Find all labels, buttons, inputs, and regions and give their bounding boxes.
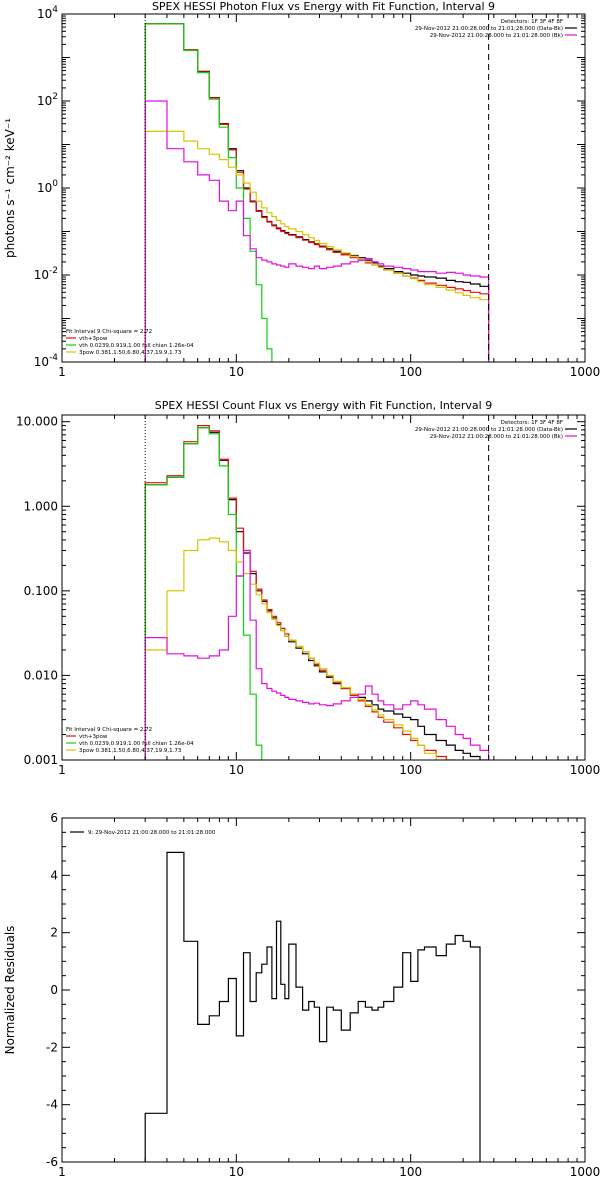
- y-tick-label: 104: [37, 5, 58, 21]
- series-line-0: [144, 851, 481, 1162]
- legend-entry: 29-Nov-2012 21:00:28.000 to 21:01:28.000…: [415, 427, 563, 433]
- y-tick-label: 10-2: [34, 266, 58, 282]
- count-flux-panel: SPEX HESSI Count Flux vs Energy with Fit…: [16, 399, 600, 777]
- y-tick-label: -4: [46, 1098, 58, 1112]
- y-tick-label: 10-4: [34, 353, 59, 369]
- y-axis-label: Normalized Residuals: [3, 926, 17, 1055]
- y-tick-label: 0.001: [24, 753, 58, 767]
- series-line-4: [144, 549, 490, 760]
- legend-entry: 9: 29-Nov-2012 21:00:28.000 to 21:01:28.…: [88, 830, 216, 836]
- photon-flux-panel: SPEX HESSI Photon Flux vs Energy with Fi…: [3, 0, 600, 379]
- fit-legend-entry: vth+3pow: [79, 336, 108, 342]
- fit-legend-entry: vth 0.0239,0.919,1.00 full chian 1.26e-0…: [79, 741, 194, 747]
- x-tick-label: 1: [58, 365, 66, 379]
- legend-entry: 29-Nov-2012 21:00:28.000 to 21:01:28.000…: [430, 33, 563, 39]
- y-tick-label: -6: [46, 1155, 58, 1169]
- fit-legend-entry: 3pow 0.381,1.50,6.80,4.37,19.9,1.73: [79, 350, 182, 356]
- series-line-4: [144, 100, 490, 362]
- fit-legend-entry: vth 0.0239,0.919,1.00 full chian 1.26e-0…: [79, 343, 194, 349]
- x-tick-label: 1000: [570, 763, 600, 777]
- x-tick-label: 1: [58, 763, 66, 777]
- legend-entry: 29-Nov-2012 21:00:28.000 to 21:01:28.000…: [430, 434, 563, 440]
- y-tick-label: 100: [37, 179, 58, 195]
- x-tick-label: 100: [399, 365, 422, 379]
- chart-title: SPEX HESSI Photon Flux vs Energy with Fi…: [152, 0, 495, 13]
- fit-legend-entry: 3pow 0.381,1.50,6.80,4.37,19.9,1.73: [79, 748, 182, 754]
- y-axis-label: photons s⁻¹ cm⁻² keV⁻¹: [3, 118, 17, 258]
- y-tick-label: 0: [50, 983, 58, 997]
- y-tick-label: 0.100: [24, 584, 58, 598]
- y-tick-label: 0.010: [24, 668, 58, 682]
- chart-title: SPEX HESSI Count Flux vs Energy with Fit…: [155, 399, 492, 412]
- y-tick-label: 10.000: [16, 415, 58, 429]
- x-tick-label: 100: [399, 763, 422, 777]
- y-tick-label: 4: [50, 868, 58, 882]
- x-tick-label: 1000: [570, 1165, 600, 1179]
- y-tick-label: 6: [50, 811, 58, 825]
- y-tick-label: -2: [46, 1040, 58, 1054]
- legend-entry: 29-Nov-2012 21:00:28.000 to 21:01:28.000…: [415, 26, 563, 32]
- residuals-panel: 1 10 100 1000 -6 -4 -2 0 2 4 6 Normalized Residuals…: [3, 811, 600, 1179]
- series-line-3: [144, 537, 490, 760]
- series-line-3: [144, 130, 490, 362]
- y-tick-label: 1.000: [24, 499, 58, 513]
- series-line-2: [144, 427, 268, 760]
- x-tick-label: 1: [58, 1165, 66, 1179]
- axes-frame: [61, 414, 586, 761]
- y-tick-label: 2: [50, 926, 58, 940]
- x-tick-label: 10: [229, 1165, 244, 1179]
- x-tick-label: 100: [399, 1165, 422, 1179]
- legend-entry: Detectors: 1F 3F 4F 8F: [501, 19, 563, 25]
- y-tick-label: 102: [37, 92, 58, 108]
- x-tick-label: 10: [229, 365, 244, 379]
- series-line-2: [144, 23, 278, 362]
- x-tick-label: 10: [229, 763, 244, 777]
- fit-legend-entry: vth+3pow: [79, 734, 108, 740]
- x-tick-label: 1000: [570, 365, 600, 379]
- fit-legend-entry: Fit Interval 9 Chi-square = 2.72: [66, 329, 152, 335]
- fit-legend-entry: Fit Interval 9 Chi-square = 2.72: [66, 727, 152, 733]
- legend-entry: Detectors: 1F 3F 4F 8F: [501, 420, 563, 426]
